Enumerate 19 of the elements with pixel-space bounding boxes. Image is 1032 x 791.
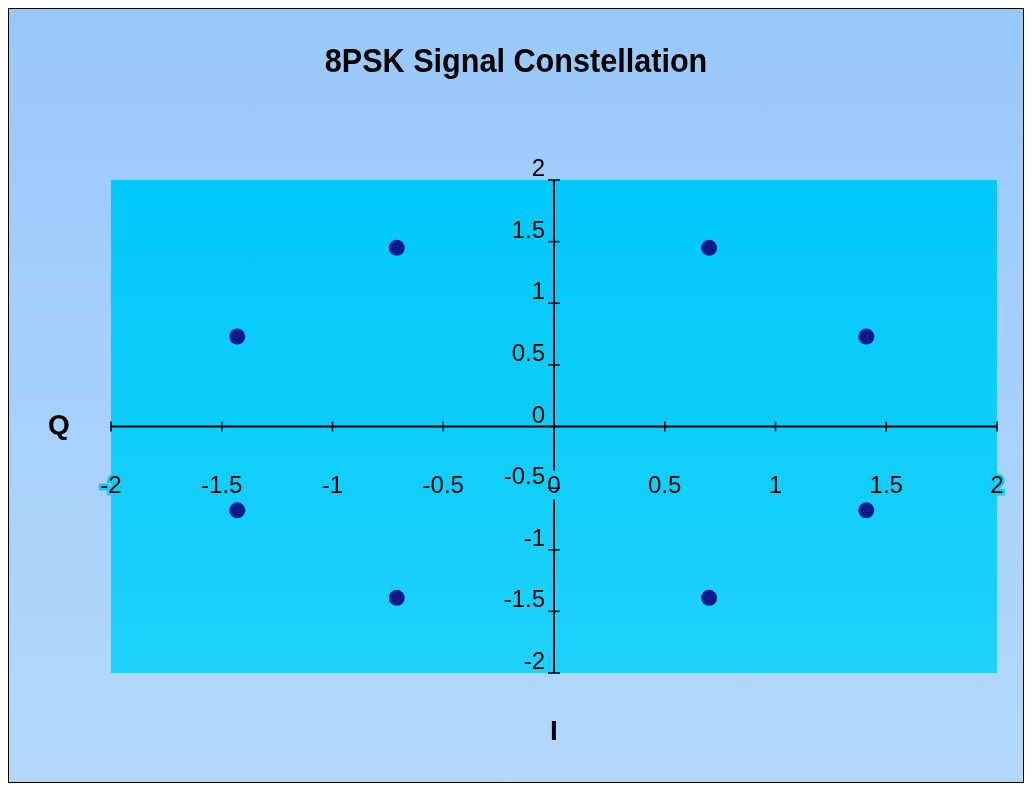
y-tick-label: 1.5 xyxy=(511,215,545,243)
y-axis-title: Q xyxy=(47,408,71,441)
y-tick-label: -1.5 xyxy=(503,585,545,613)
x-tick-label: -0.5 xyxy=(422,470,464,498)
x-tick-label: -2 xyxy=(100,470,122,498)
y-tick-label: 0 xyxy=(531,400,545,428)
x-tick-label: 1.5 xyxy=(869,470,903,498)
x-axis-title: I xyxy=(549,715,559,747)
chart-title: 8PSK Signal Constellation xyxy=(323,41,709,80)
y-tick-label: 0.5 xyxy=(511,338,545,366)
x-tick-label: -1.5 xyxy=(201,470,243,498)
x-tick-label: -1 xyxy=(321,470,344,498)
y-tick-label: 2 xyxy=(531,154,545,181)
x-tick-label: 1 xyxy=(768,470,783,498)
y-tick-label: -1 xyxy=(523,523,545,551)
y-tick-label: -2 xyxy=(523,647,545,674)
y-tick-label: 1 xyxy=(531,277,545,305)
x-tick-label: 0.5 xyxy=(648,470,682,498)
x-tick-label: 2 xyxy=(990,470,1004,498)
